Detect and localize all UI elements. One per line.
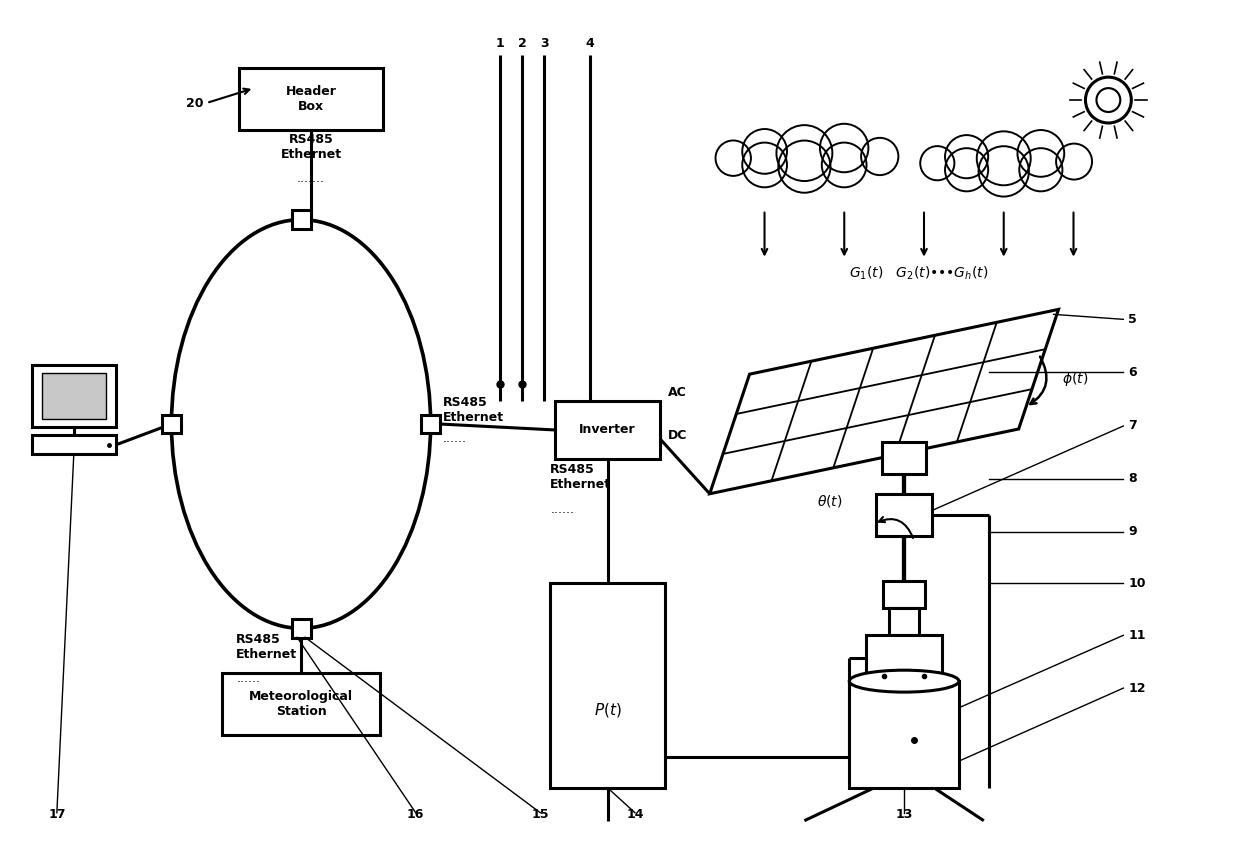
Text: ......: ...... [551, 503, 574, 516]
Text: 8: 8 [1128, 473, 1137, 485]
Circle shape [1056, 143, 1092, 180]
Text: Inverter: Inverter [579, 424, 636, 436]
Text: 6: 6 [1128, 365, 1137, 379]
Text: AC: AC [668, 386, 687, 399]
Text: Meteorological
Station: Meteorological Station [249, 690, 353, 718]
Circle shape [1018, 130, 1064, 176]
Circle shape [977, 132, 1030, 186]
Circle shape [920, 146, 955, 181]
Text: Header
Box: Header Box [285, 85, 336, 113]
Bar [32, 435, 115, 454]
Text: 12: 12 [1128, 682, 1146, 695]
Bar [849, 681, 959, 787]
Text: RS485
Ethernet: RS485 Ethernet [551, 463, 611, 491]
Circle shape [779, 141, 831, 192]
Bar [882, 442, 926, 473]
Text: ......: ...... [443, 432, 466, 445]
Bar [291, 210, 310, 229]
Circle shape [861, 138, 899, 175]
Ellipse shape [849, 670, 959, 692]
Text: 10: 10 [1128, 577, 1146, 590]
Circle shape [743, 129, 787, 174]
Circle shape [945, 135, 988, 178]
Bar [551, 583, 665, 787]
Circle shape [715, 140, 751, 176]
Text: 9: 9 [1128, 525, 1137, 538]
Text: RS485
Ethernet: RS485 Ethernet [237, 633, 298, 662]
Text: 5: 5 [1128, 313, 1137, 326]
Circle shape [776, 125, 832, 181]
Text: 1: 1 [496, 37, 505, 51]
Text: $\theta(t)$: $\theta(t)$ [817, 493, 842, 509]
Text: DC: DC [668, 430, 687, 442]
Text: .......: ....... [298, 172, 325, 185]
Text: 4: 4 [585, 37, 594, 51]
Circle shape [978, 146, 1029, 197]
Bar [877, 494, 932, 536]
Text: $\phi(t)$: $\phi(t)$ [1061, 371, 1087, 388]
Text: ......: ...... [237, 672, 260, 685]
Text: 15: 15 [532, 808, 549, 820]
Bar [239, 68, 383, 130]
Text: $G_1(t)$   $G_2(t)$•••$G_h(t)$: $G_1(t)$ $G_2(t)$•••$G_h(t)$ [849, 264, 988, 282]
Bar [883, 582, 925, 609]
Bar [556, 401, 660, 459]
Text: 11: 11 [1128, 629, 1146, 641]
Text: 17: 17 [48, 808, 66, 820]
Text: 3: 3 [539, 37, 548, 51]
Bar [291, 619, 310, 638]
Bar [867, 636, 942, 681]
Text: RS485
Ethernet: RS485 Ethernet [443, 396, 503, 424]
Text: RS485
Ethernet: RS485 Ethernet [280, 133, 341, 161]
Text: 13: 13 [895, 808, 913, 820]
Text: 16: 16 [407, 808, 424, 820]
Bar [422, 414, 440, 434]
Circle shape [945, 149, 988, 192]
Text: 2: 2 [518, 37, 527, 51]
Text: 20: 20 [186, 96, 203, 110]
Bar [162, 414, 181, 434]
Bar [42, 373, 105, 419]
Circle shape [743, 143, 787, 187]
Circle shape [1019, 149, 1063, 192]
Bar [222, 674, 379, 735]
Text: 7: 7 [1128, 419, 1137, 432]
Text: $P(t)$: $P(t)$ [594, 701, 621, 719]
Circle shape [822, 143, 867, 187]
Circle shape [820, 124, 868, 172]
Text: 14: 14 [626, 808, 644, 820]
Bar [32, 365, 115, 427]
Bar [889, 609, 919, 636]
